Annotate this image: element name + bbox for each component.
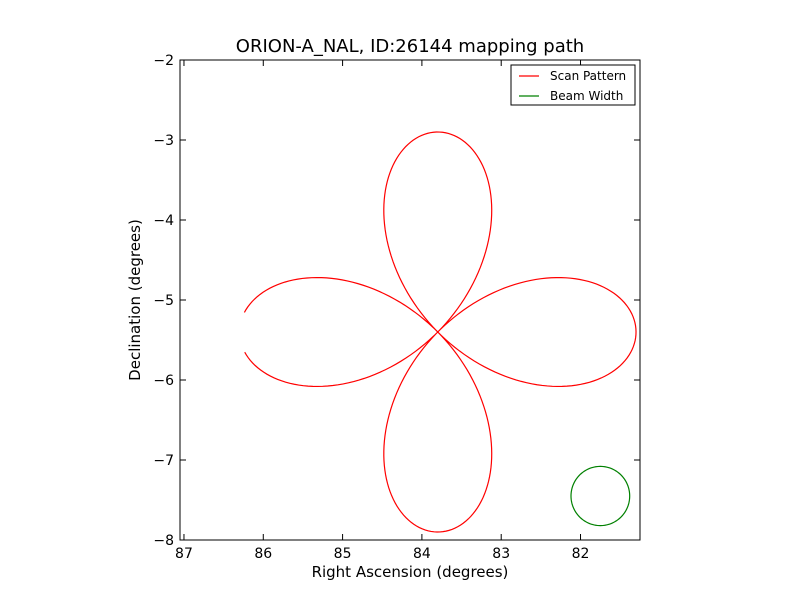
- scan-pattern-line: [243, 131, 637, 533]
- x-tick-label: 87: [175, 546, 193, 562]
- chart-title: ORION-A_NAL, ID:26144 mapping path: [236, 36, 584, 57]
- y-tick-label: −7: [153, 453, 174, 469]
- beam-width-circle: [570, 465, 631, 527]
- legend-label-beam-width: Beam Width: [550, 89, 623, 103]
- y-tick-label: −2: [153, 53, 174, 69]
- x-tick-label: 85: [334, 546, 352, 562]
- legend: Scan Pattern Beam Width: [510, 64, 636, 106]
- x-tick-label: 83: [492, 546, 510, 562]
- y-tick-label: −6: [153, 373, 174, 389]
- x-tick-label: 82: [572, 546, 590, 562]
- y-tick-label: −8: [153, 533, 174, 549]
- legend-label-scan-pattern: Scan Pattern: [550, 69, 626, 83]
- legend-box: [510, 64, 636, 106]
- x-tick-label: 86: [254, 546, 272, 562]
- x-tick-label: 84: [413, 546, 431, 562]
- y-axis-label: Declination (degrees): [126, 219, 144, 381]
- plot-frame: [179, 59, 641, 541]
- x-axis-label: Right Ascension (degrees): [312, 563, 509, 581]
- axis-ticks: 87 86 85 84 83 82 −8 −7 −6 −5 −4 −3 −2: [153, 53, 640, 562]
- plot-area: [180, 60, 640, 540]
- y-tick-label: −5: [153, 293, 174, 309]
- y-tick-label: −3: [153, 133, 174, 149]
- y-tick-label: −4: [153, 213, 174, 229]
- plot-series: [243, 131, 637, 533]
